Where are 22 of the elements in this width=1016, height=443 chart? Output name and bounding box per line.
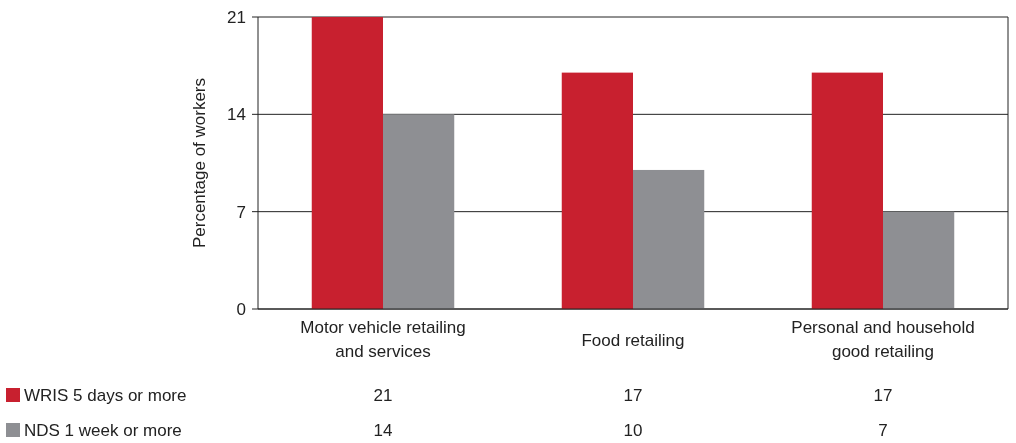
x-tick-label: Food retailing — [581, 331, 685, 350]
data-label: 10 — [623, 420, 643, 440]
x-tick-label: Motor vehicle retailing and services — [300, 318, 466, 361]
legend-label: WRIS 5 days or more — [24, 385, 187, 405]
bar — [811, 72, 883, 309]
data-label: 14 — [373, 420, 393, 440]
data-label: 17 — [623, 385, 643, 405]
x-tick-label: Personal and household good retailing — [791, 318, 975, 361]
y-tick-label: 21 — [227, 7, 246, 27]
data-label: 21 — [373, 385, 393, 405]
bar — [383, 114, 455, 309]
bar — [561, 72, 633, 309]
data-label: 7 — [878, 420, 888, 440]
y-tick-label: 0 — [236, 299, 246, 319]
y-tick-label: 7 — [236, 202, 246, 222]
bar — [883, 211, 955, 309]
legend-label: NDS 1 week or more — [24, 420, 182, 440]
data-label: 17 — [873, 385, 893, 405]
bar — [633, 169, 705, 309]
y-tick-label: 14 — [227, 105, 246, 125]
bar — [311, 17, 383, 309]
y-axis-title: Percentage of workers — [190, 77, 209, 249]
